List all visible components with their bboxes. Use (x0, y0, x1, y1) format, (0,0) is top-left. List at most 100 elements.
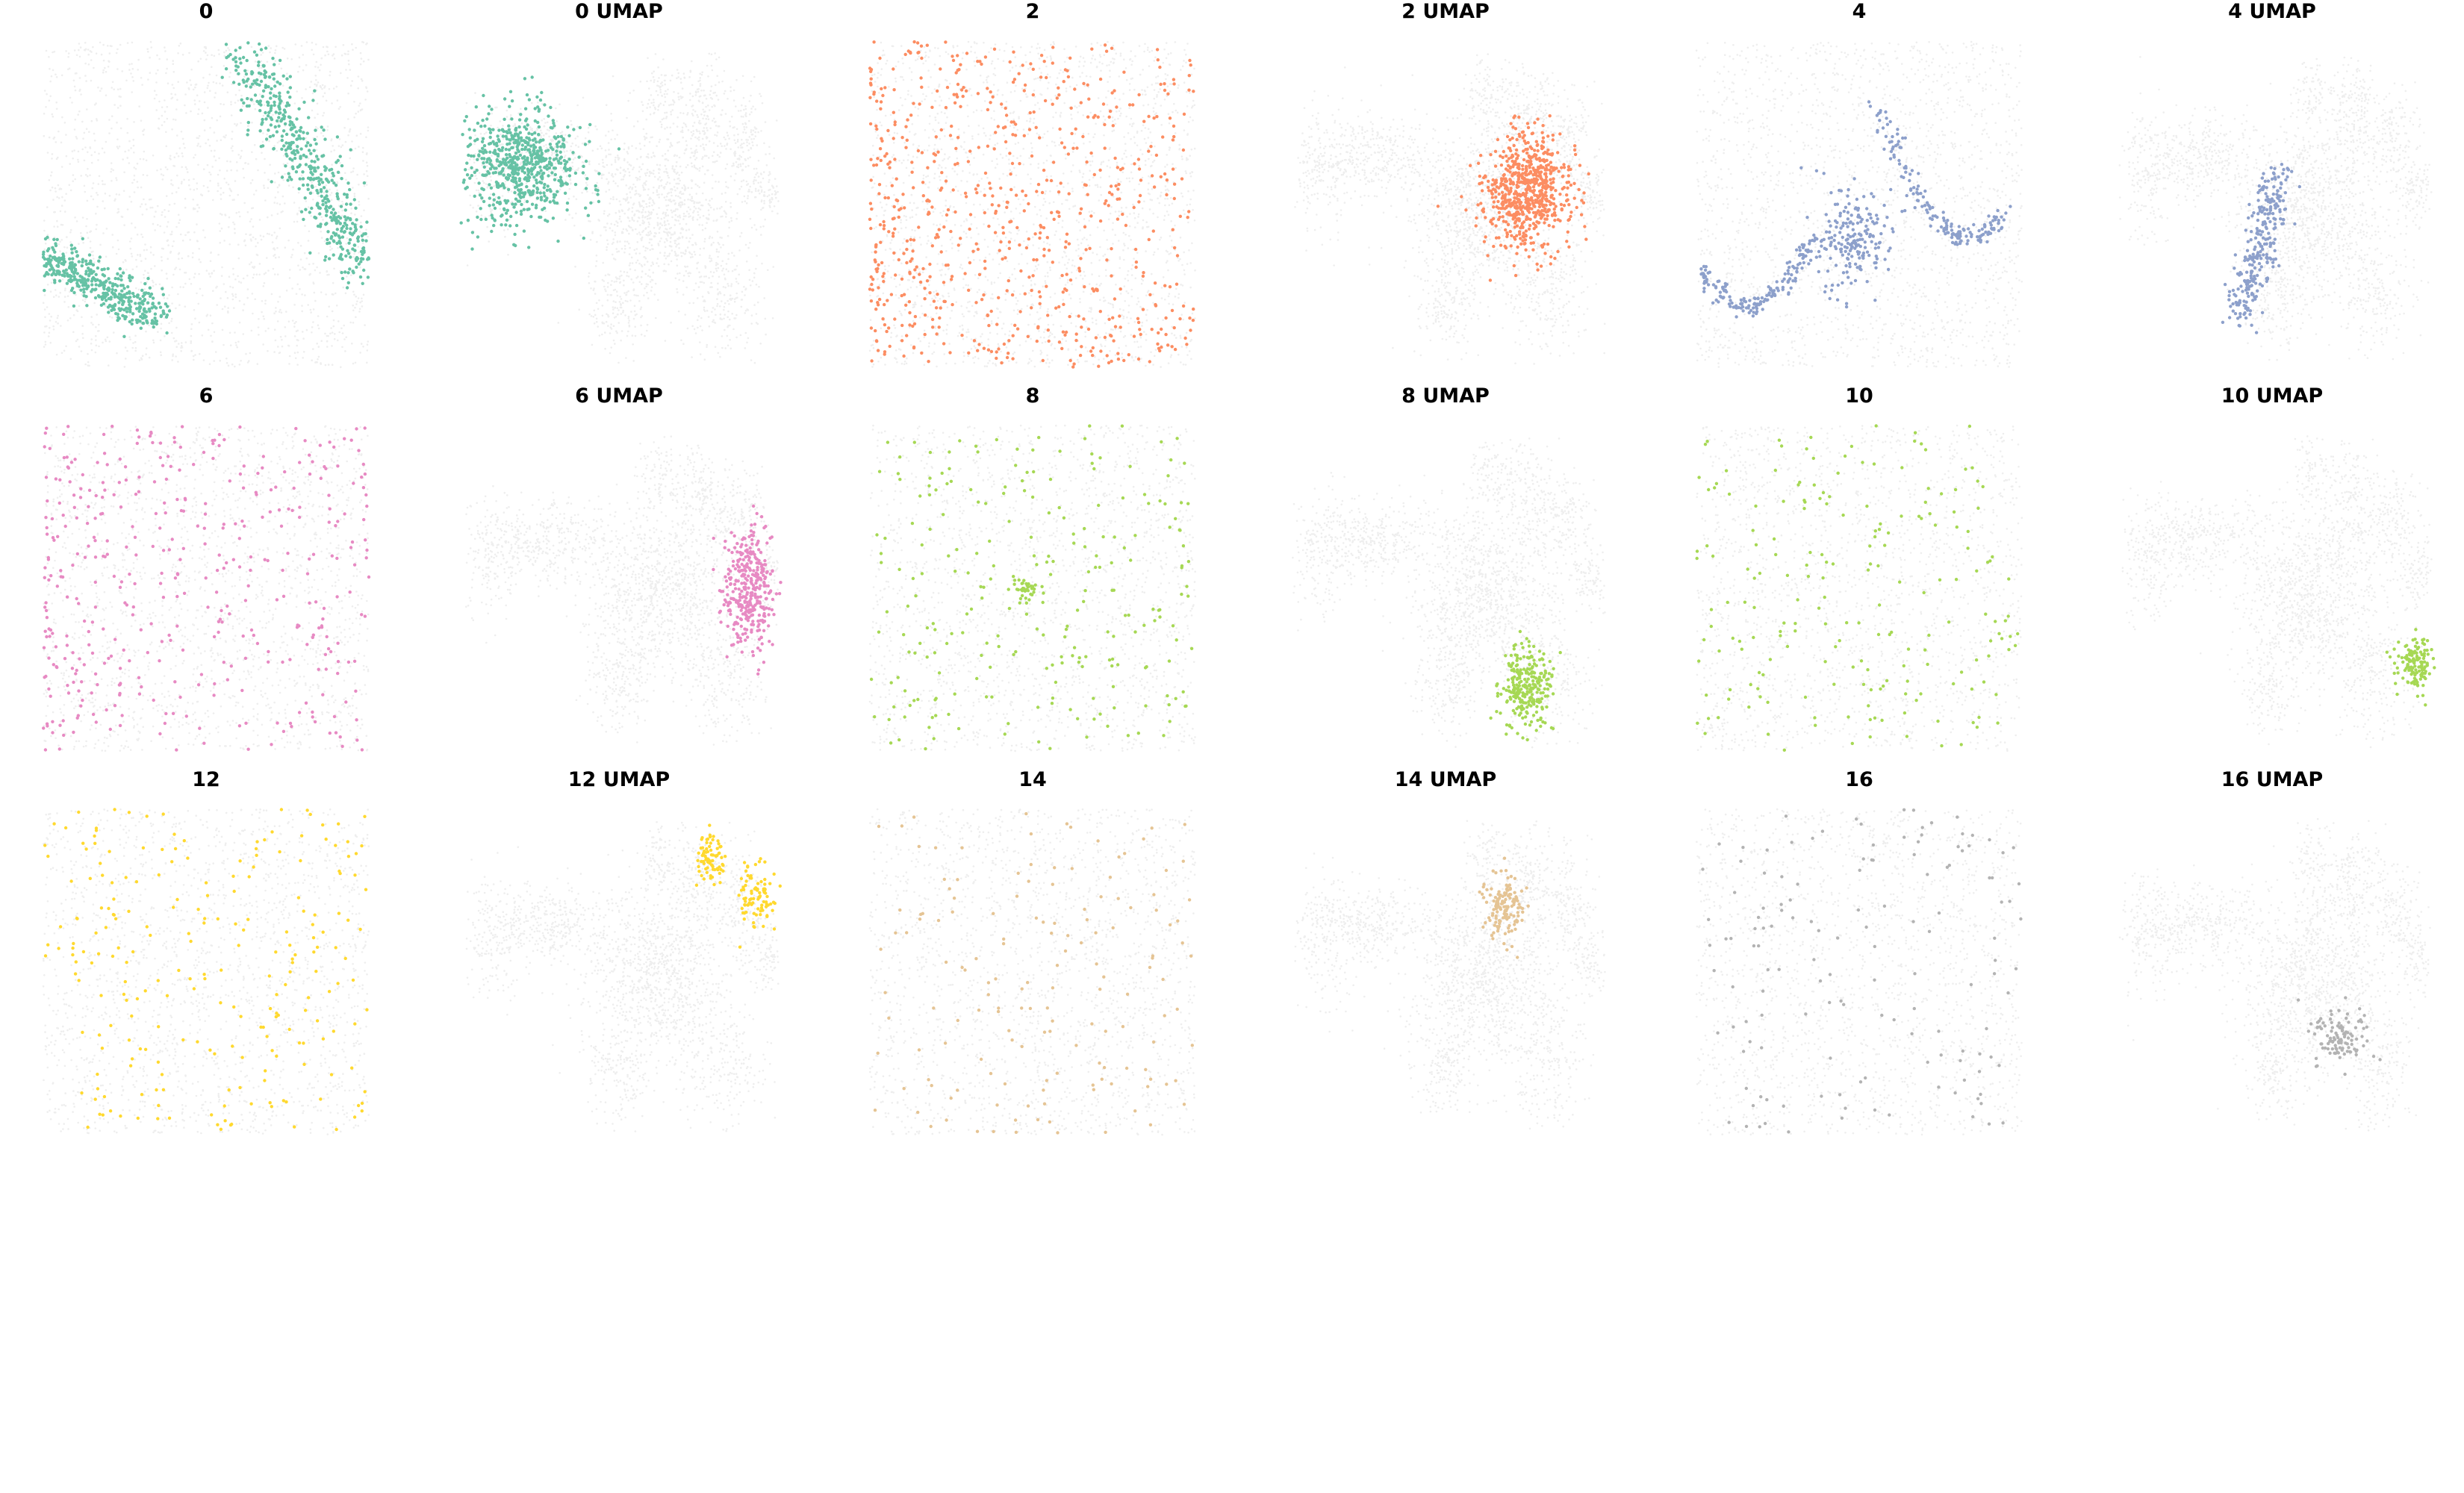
background-point (172, 63, 175, 65)
background-point (313, 291, 316, 294)
background-point (57, 243, 60, 246)
background-point (641, 101, 643, 103)
background-point (649, 275, 651, 278)
background-point (636, 158, 638, 160)
background-point (531, 129, 534, 132)
background-point (290, 58, 293, 60)
background-point (111, 234, 113, 236)
background-point (167, 258, 169, 261)
background-point (663, 216, 665, 219)
background-point (606, 293, 609, 296)
background-point (749, 156, 751, 159)
background-point (93, 151, 96, 154)
background-point (342, 44, 345, 46)
background-point (617, 361, 620, 364)
background-point (146, 281, 148, 284)
background-point (676, 187, 679, 190)
background-point (667, 138, 670, 140)
background-point (646, 323, 649, 326)
background-point (43, 219, 46, 222)
background-point (635, 147, 638, 149)
background-point (674, 189, 676, 192)
background-point (643, 144, 646, 147)
cluster-point (111, 287, 114, 292)
background-point (635, 228, 637, 231)
background-point (649, 196, 651, 199)
background-point (353, 193, 356, 195)
background-point (142, 134, 145, 136)
background-point (680, 81, 682, 84)
background-point (333, 149, 336, 152)
cluster-point (52, 256, 56, 260)
background-point (635, 248, 638, 250)
background-point (57, 130, 60, 133)
background-point (694, 167, 697, 169)
background-point (317, 66, 320, 69)
background-point (553, 152, 556, 155)
cluster-point (121, 295, 125, 299)
background-point (237, 243, 240, 246)
background-point (732, 162, 735, 165)
background-point (297, 264, 299, 267)
background-point (707, 75, 709, 78)
cluster-point (127, 296, 131, 300)
background-point (354, 213, 356, 216)
background-point (171, 231, 173, 233)
background-point (727, 252, 730, 255)
background-point (207, 107, 209, 109)
background-point (547, 170, 550, 173)
background-point (83, 131, 86, 134)
background-point (668, 199, 670, 202)
cluster-point (345, 286, 349, 290)
cluster-point (321, 199, 325, 203)
background-point (646, 329, 648, 332)
background-point (587, 143, 589, 146)
cluster-point (349, 148, 352, 152)
cluster-point (302, 100, 306, 105)
background-point (211, 54, 213, 56)
background-point (57, 322, 59, 325)
cluster-point (340, 177, 343, 181)
background-point (331, 163, 333, 166)
background-point (689, 237, 691, 240)
background-point (699, 79, 701, 82)
background-point (172, 273, 175, 276)
background-point (717, 241, 720, 244)
background-point (623, 279, 625, 282)
background-point (668, 255, 671, 257)
background-point (589, 239, 592, 241)
background-point (235, 211, 238, 214)
background-point (130, 147, 132, 149)
background-point (273, 181, 276, 184)
background-point (190, 323, 193, 325)
background-point (708, 237, 711, 240)
background-point (324, 364, 327, 367)
background-point (759, 192, 761, 195)
background-point (43, 90, 46, 92)
background-point (128, 336, 131, 338)
background-point (322, 95, 325, 98)
background-point (692, 211, 694, 213)
background-point (661, 118, 664, 121)
background-point (703, 240, 706, 243)
cluster-point (93, 288, 97, 292)
background-point (644, 172, 647, 175)
cluster-point (70, 251, 74, 255)
background-point (685, 148, 688, 150)
background-point (729, 175, 732, 178)
cluster-point (159, 314, 163, 319)
background-point (61, 278, 64, 281)
background-point (367, 126, 370, 128)
background-point (362, 41, 365, 44)
cluster-point (365, 220, 369, 224)
background-point (266, 133, 269, 136)
background-point (663, 170, 665, 173)
background-point (671, 166, 674, 168)
background-point (659, 179, 662, 182)
background-point (613, 281, 616, 283)
background-point (699, 325, 702, 328)
background-point (273, 231, 276, 234)
background-point (694, 158, 697, 161)
background-point (203, 101, 206, 104)
background-point (194, 354, 196, 356)
